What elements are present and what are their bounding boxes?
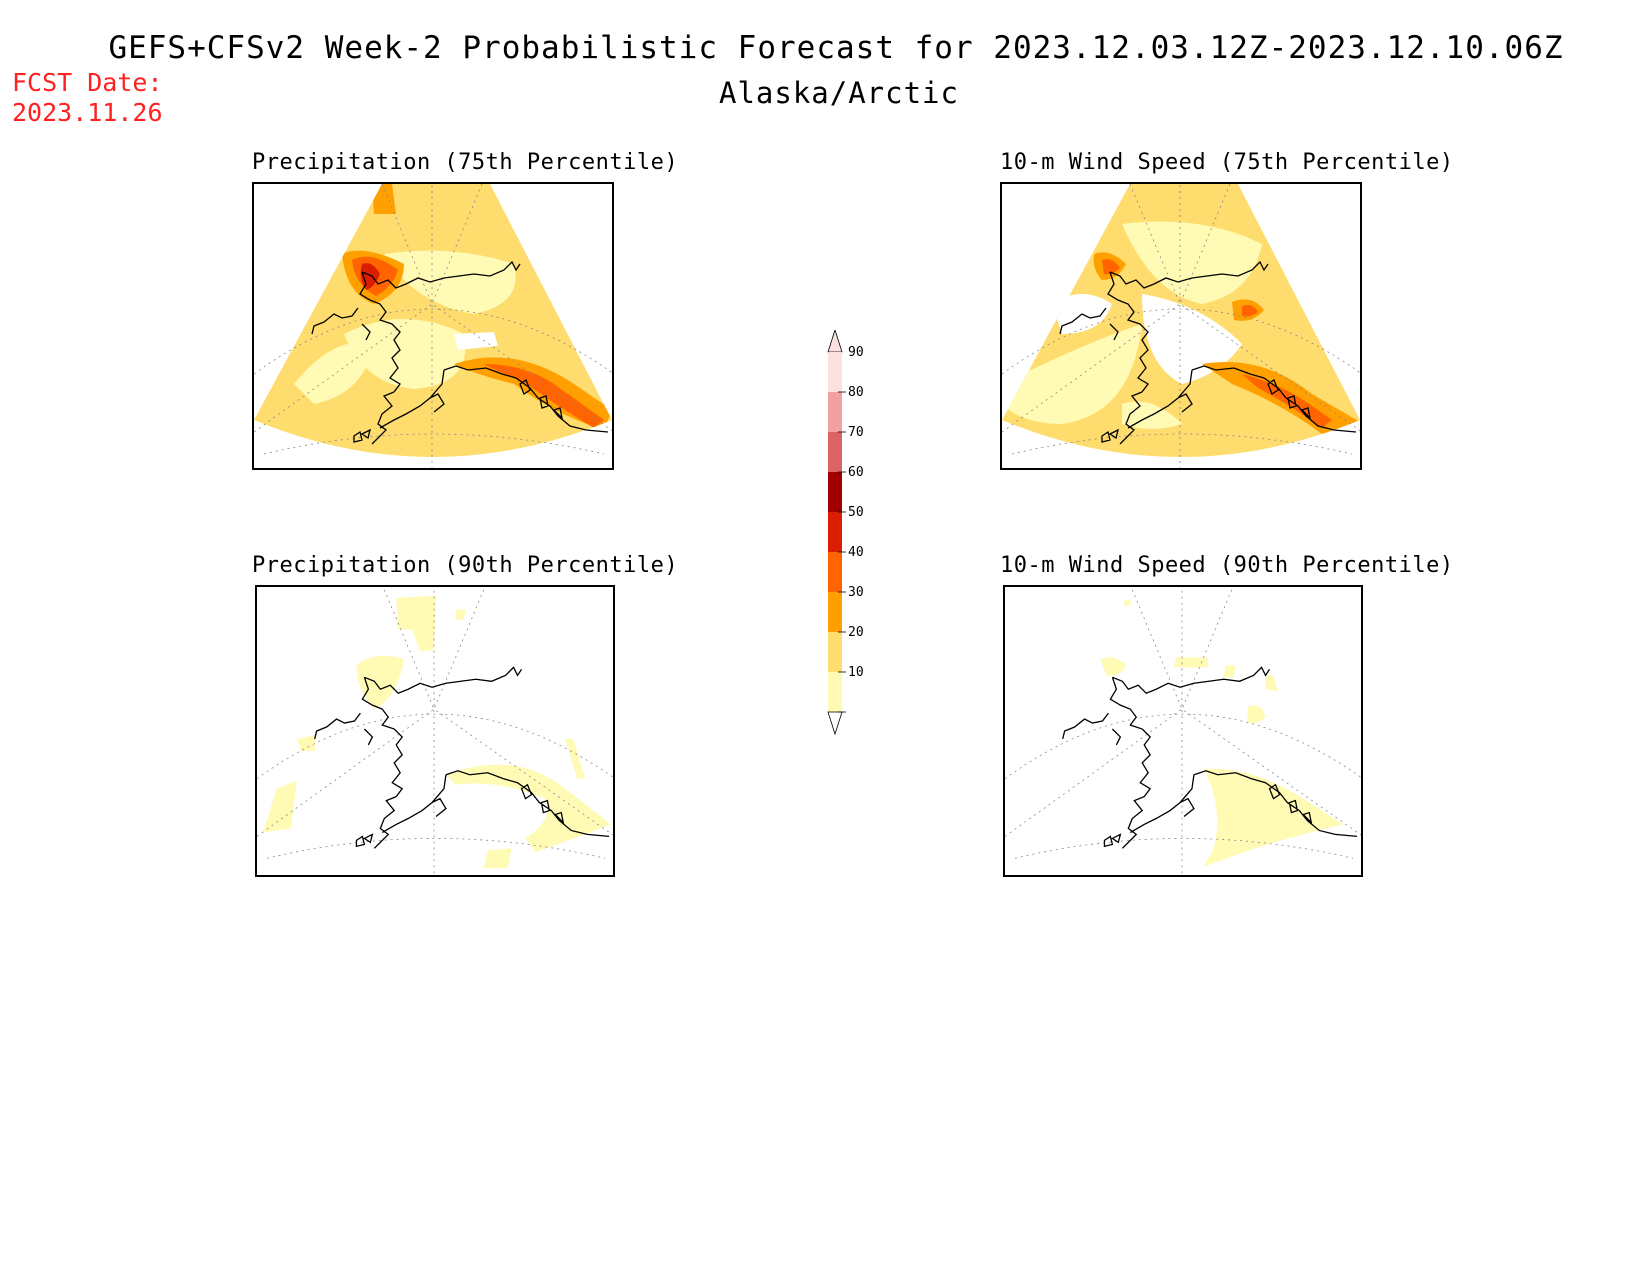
colorbar-swatch xyxy=(828,672,842,712)
forecast-date-block: FCST Date: 2023.11.26 xyxy=(12,68,163,128)
colorbar-cap-top xyxy=(827,330,843,353)
map-precip-90 xyxy=(255,585,615,877)
colorbar-label: 90 xyxy=(848,345,864,360)
map-wind-75 xyxy=(1000,182,1362,470)
panel-title-wind-75: 10-m Wind Speed (75th Percentile) xyxy=(1000,150,1454,175)
colorbar-swatch xyxy=(828,552,842,592)
map-precip-90-svg xyxy=(257,587,613,875)
colorbar-swatch xyxy=(828,352,842,392)
forecast-date-value: 2023.11.26 xyxy=(12,98,163,127)
colorbar-label: 80 xyxy=(848,385,864,400)
map-wind-75-svg xyxy=(1002,184,1360,468)
panel-title-precip-75: Precipitation (75th Percentile) xyxy=(252,150,679,175)
colorbar-swatch xyxy=(828,392,842,432)
colorbar-swatch xyxy=(828,592,842,632)
map-wind-90-svg xyxy=(1005,587,1361,875)
map-precip-75 xyxy=(252,182,614,470)
colorbar-label: 20 xyxy=(848,625,864,640)
map-precip-75-svg xyxy=(254,184,612,468)
colorbar-swatch xyxy=(828,432,842,472)
colorbar: 90 80 70 60 50 40 30 20 10 xyxy=(827,330,864,736)
colorbar-label: 50 xyxy=(848,505,864,520)
forecast-date-label: FCST Date: xyxy=(12,68,163,97)
colorbar-swatch xyxy=(828,512,842,552)
colorbar-swatch xyxy=(828,632,842,672)
region-subtitle: Alaska/Arctic xyxy=(719,76,959,110)
colorbar-label: 30 xyxy=(848,585,864,600)
colorbar-cap-bottom xyxy=(827,711,843,736)
panel-title-wind-90: 10-m Wind Speed (90th Percentile) xyxy=(1000,553,1454,578)
colorbar-swatch xyxy=(828,472,842,512)
map-wind-90 xyxy=(1003,585,1363,877)
colorbar-label: 10 xyxy=(848,665,864,680)
panel-title-precip-90: Precipitation (90th Percentile) xyxy=(252,553,679,578)
main-title: GEFS+CFSv2 Week-2 Probabilistic Forecast… xyxy=(108,30,1564,66)
colorbar-label: 60 xyxy=(848,465,864,480)
colorbar-label: 40 xyxy=(848,545,864,560)
colorbar-label: 70 xyxy=(848,425,864,440)
